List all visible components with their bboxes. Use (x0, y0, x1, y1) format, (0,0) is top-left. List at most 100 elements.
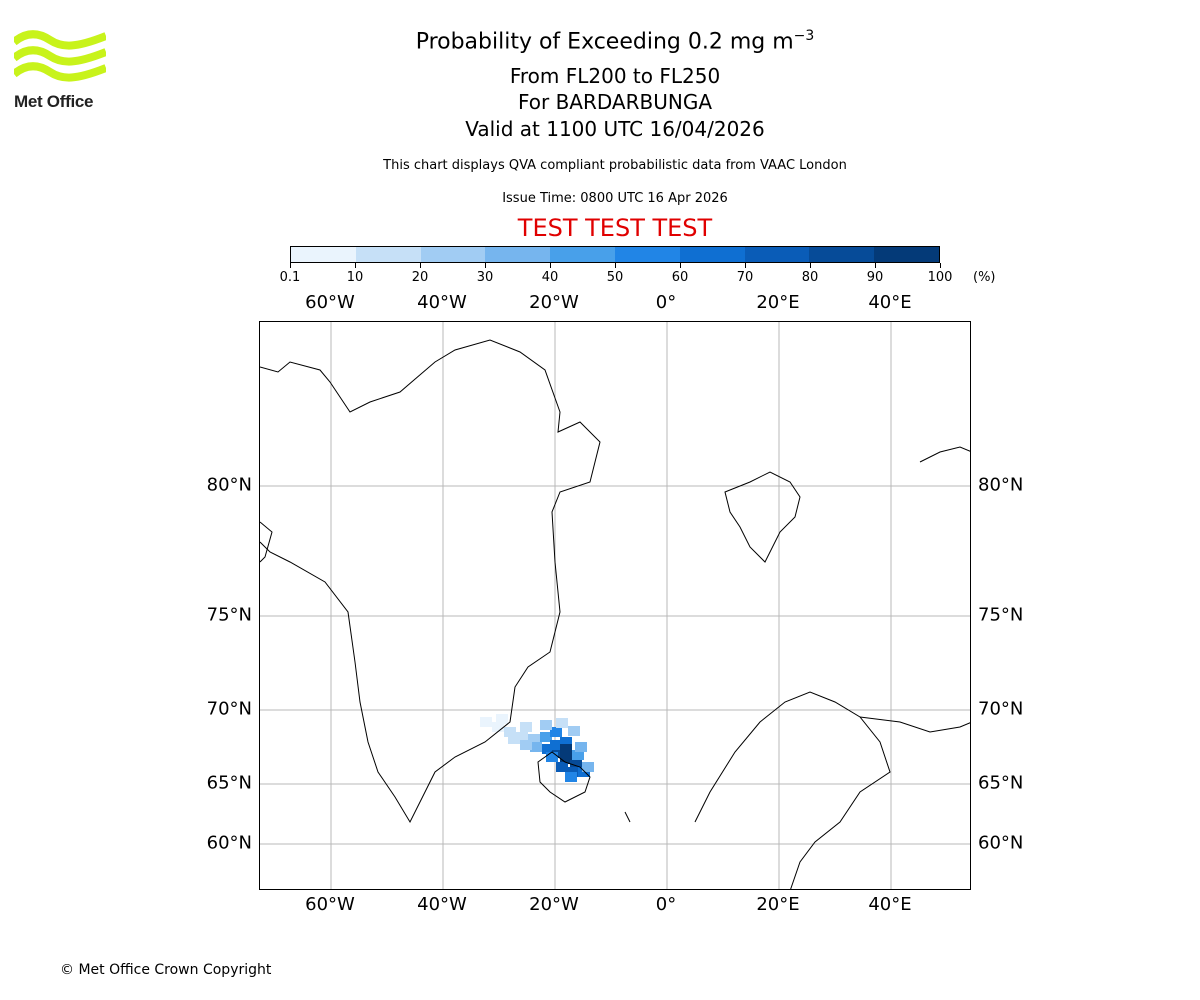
colorbar-segment (744, 247, 810, 262)
latitude-label: 75°N (978, 604, 1024, 626)
colorbar-segment (679, 247, 745, 262)
longitude-label: 20°W (529, 292, 579, 313)
colorbar-segment (874, 247, 939, 262)
colorbar-segment (355, 247, 421, 262)
colorbar-tick-label: 40 (541, 270, 559, 285)
kola-coastline (859, 716, 970, 733)
plume-cell (516, 732, 528, 742)
longitude-label: 40°W (417, 292, 467, 313)
colorbar-tick-label: 80 (801, 270, 819, 285)
colorbar-tick-label: 90 (866, 270, 884, 285)
faroe-coastline (624, 811, 631, 823)
plume-cell (565, 772, 577, 782)
plume-cell (530, 742, 542, 752)
colorbar-tick-label: 60 (671, 270, 689, 285)
chart-description: This chart displays QVA compliant probab… (383, 158, 847, 173)
level-range: From FL200 to FL250 (509, 64, 721, 88)
title-text: Probability of Exceeding 0.2 mg m (415, 29, 794, 55)
plume-cell (550, 740, 562, 750)
plume-cell (582, 762, 594, 772)
plume-cell (480, 717, 492, 727)
plume-cell (550, 727, 562, 737)
latitude-label: 70°N (206, 698, 252, 720)
longitude-label: 60°W (305, 292, 355, 313)
longitude-label: 0° (655, 292, 677, 313)
map-canvas (260, 322, 970, 889)
plume-cell (496, 714, 508, 724)
latitude-label: 80°N (978, 474, 1024, 496)
colorbar-tick-mark (419, 263, 421, 268)
greenland-coastline (260, 339, 601, 824)
plume-cell (540, 732, 552, 742)
colorbar-tick-label: 100 (927, 270, 953, 285)
latitude-label: 60°N (978, 832, 1024, 854)
valid-time: Valid at 1100 UTC 16/04/2026 (465, 117, 765, 141)
logo-text: Met Office (14, 92, 94, 111)
colorbar-tick-mark (939, 263, 941, 268)
probability-colorbar (290, 246, 940, 263)
colorbar-tick-mark (809, 263, 811, 268)
plume-cell (560, 744, 572, 754)
title-superscript: −3 (793, 28, 815, 44)
plume-cell (556, 762, 568, 772)
longitude-label: 40°E (868, 894, 912, 915)
iceland-coastline (537, 751, 591, 803)
longitude-label: 20°E (756, 292, 800, 313)
plume-cell (556, 718, 568, 728)
colorbar-tick-mark (744, 263, 746, 268)
latitude-label: 65°N (978, 772, 1024, 794)
longitude-label: 0° (655, 894, 677, 915)
plume-cell (560, 737, 572, 747)
scandinavia-coastline (694, 691, 891, 889)
plume-cell (560, 754, 572, 764)
ellesmere-coastline (260, 521, 273, 563)
svalbard-coastline (724, 471, 801, 563)
copyright-notice: © Met Office Crown Copyright (60, 962, 272, 978)
coastlines (260, 339, 970, 889)
colorbar-tick-label: 70 (736, 270, 754, 285)
plume-cell (570, 760, 582, 770)
latitude-label: 70°N (978, 698, 1024, 720)
colorbar-tick-label: 10 (346, 270, 364, 285)
plume-cell (528, 734, 540, 744)
plume-cell (520, 722, 532, 732)
plume-cell (504, 727, 516, 737)
volcano-name: For BARDARBUNGA (517, 90, 713, 114)
plume-cell (572, 750, 584, 760)
colorbar-tick-label: 0.1 (279, 270, 301, 285)
issue-time: Issue Time: 0800 UTC 16 Apr 2026 (502, 191, 728, 206)
colorbar-tick-mark (549, 263, 551, 268)
longitude-label: 20°E (756, 894, 800, 915)
colorbar-tick-mark (484, 263, 486, 268)
plume-cell (542, 744, 554, 754)
chart-title: Probability of Exceeding 0.2 mg m−3 (0, 28, 1200, 54)
colorbar-segment (420, 247, 486, 262)
plume-cell (540, 720, 552, 730)
colorbar-tick-mark (679, 263, 681, 268)
graticule (260, 322, 970, 889)
colorbar-tick-mark (289, 263, 291, 268)
map-panel (259, 321, 971, 890)
logo-waves (14, 30, 106, 82)
longitude-label: 40°W (417, 894, 467, 915)
colorbar-tick-label: 20 (411, 270, 429, 285)
plume-cell (520, 740, 532, 750)
colorbar-tick-mark (614, 263, 616, 268)
colorbar-tick-label: 30 (476, 270, 494, 285)
colorbar-tick-mark (874, 263, 876, 268)
plume-cell (546, 752, 558, 762)
longitude-label: 20°W (529, 894, 579, 915)
latitude-label: 65°N (206, 772, 252, 794)
latitude-label: 75°N (206, 604, 252, 626)
colorbar-segment (614, 247, 680, 262)
colorbar-segment (485, 247, 551, 262)
novaya-zemlya-coastline (919, 446, 970, 463)
latitude-label: 60°N (206, 832, 252, 854)
colorbar-segment (550, 247, 615, 262)
colorbar-segment (291, 247, 356, 262)
longitude-label: 60°W (305, 894, 355, 915)
longitude-label: 40°E (868, 292, 912, 313)
test-banner: TEST TEST TEST (517, 214, 713, 242)
ash-probability-plume (480, 714, 594, 782)
plume-cell (568, 726, 580, 736)
